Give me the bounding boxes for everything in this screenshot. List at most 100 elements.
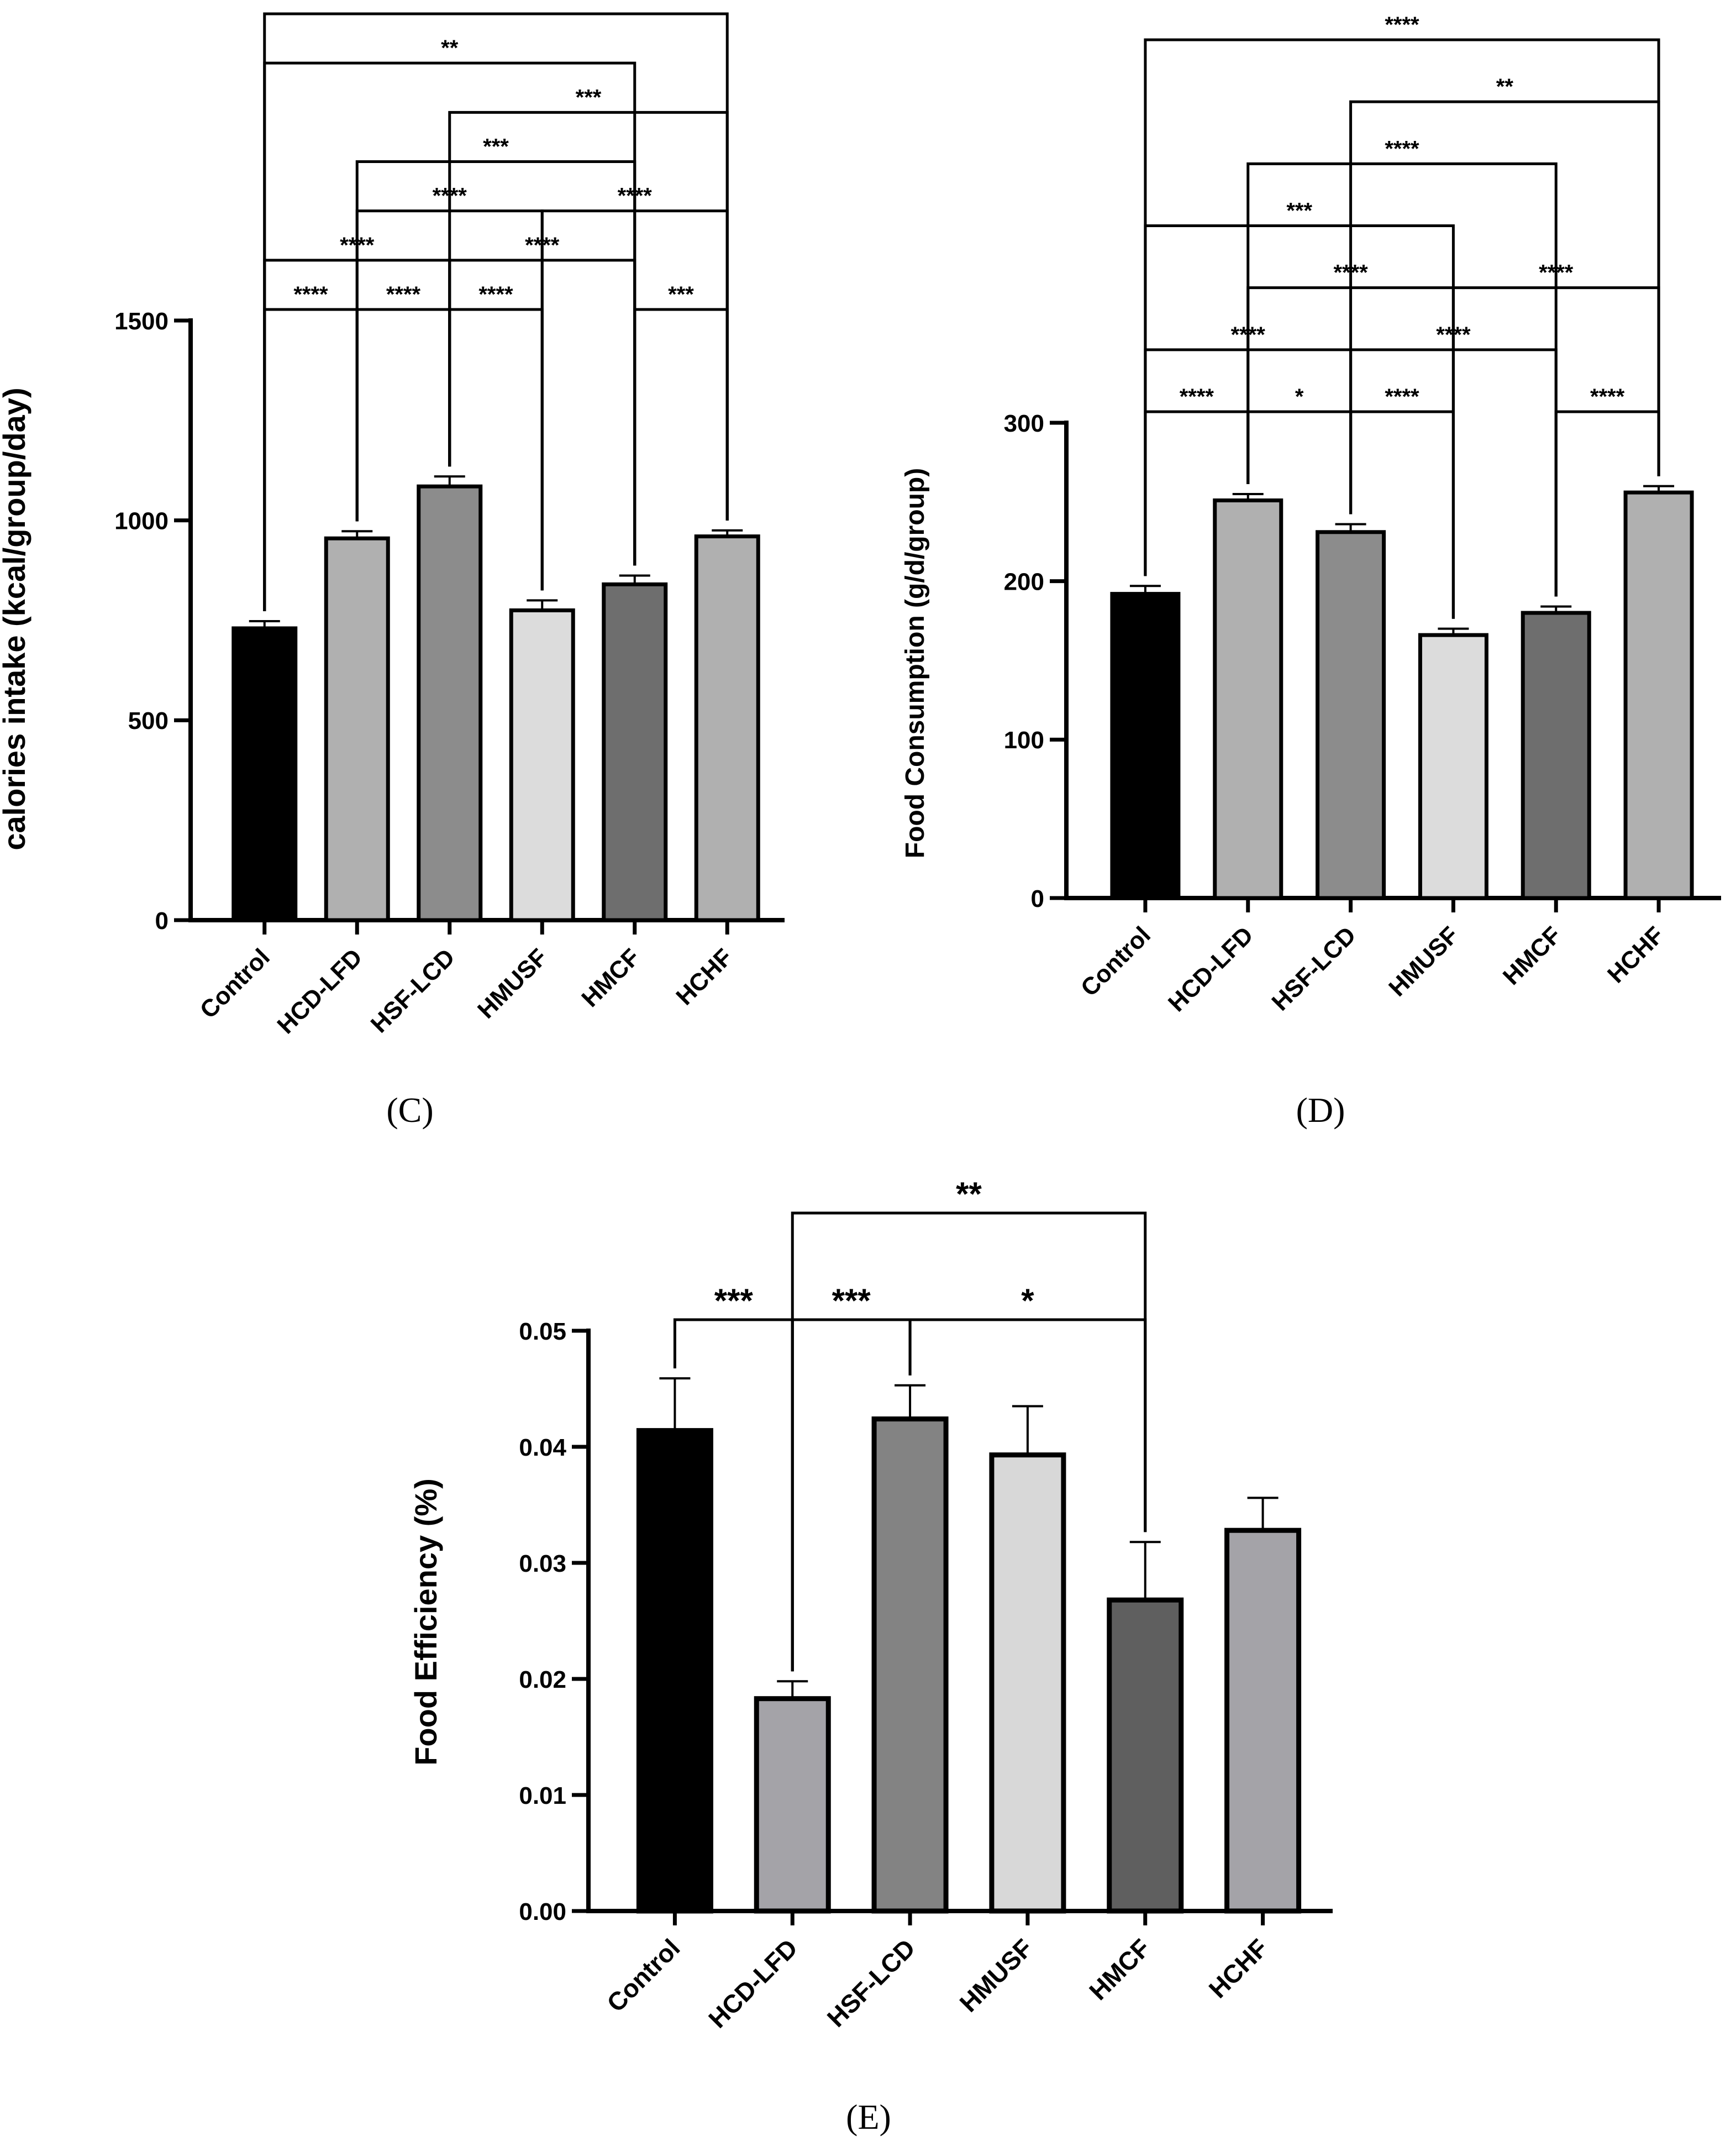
panel-c-significance-stars: **** xyxy=(618,184,653,208)
panel-d-significance-stars: **** xyxy=(1231,323,1266,347)
panel-d-significance-bracket xyxy=(1246,162,1558,597)
panel-e-category-label: Control xyxy=(601,1933,685,2017)
panel-c-category-label: Control xyxy=(195,943,275,1023)
panel-c-caption: (C) xyxy=(386,1090,433,1130)
panel-e-y-tick-label: 0.01 xyxy=(519,1782,566,1809)
panel-e-category-label: HSF-LCD xyxy=(822,1933,921,2033)
panel-e-y-tick-label: 0.05 xyxy=(519,1318,566,1345)
panel-d-category-label: Control xyxy=(1076,921,1156,1001)
panel-c-chart: 0 500 1000 1500 calories intake (kcal/group/… xyxy=(0,0,785,1039)
panel-d-y-tick-label: 100 xyxy=(1004,727,1044,754)
panel-e-bar xyxy=(871,1416,949,1914)
panel-c-category-label: HMCF xyxy=(576,943,645,1012)
panel-e-y-tick-label: 0.03 xyxy=(519,1550,566,1577)
panel-d-bar xyxy=(1110,592,1181,900)
panel-c-y-axis-title: calories intake (kcal/group/day) xyxy=(0,387,31,850)
panel-c-y-tick-label: 0 xyxy=(155,907,169,935)
panel-c-significance-stars: **** xyxy=(478,0,513,11)
panel-d-significance-stars: **** xyxy=(1539,261,1574,285)
panel-d-significance-bracket xyxy=(1349,410,1455,619)
panel-d-significance-stars: * xyxy=(1295,385,1304,409)
panel-e-significance-bracket xyxy=(908,1318,1147,1532)
panel-e-category-label: HMCF xyxy=(1083,1933,1156,2006)
panel-d-y-tick-label: 0 xyxy=(1031,885,1044,912)
panel-d-significance-stars: **** xyxy=(1333,261,1368,285)
panel-e-bar xyxy=(1107,1597,1184,1914)
panel-c-category-label: HSF-LCD xyxy=(366,943,460,1038)
panel-e-significance-stars: *** xyxy=(832,1282,871,1319)
panel-d-significance-stars: **** xyxy=(1385,385,1419,409)
panel-d-bar xyxy=(1521,611,1591,900)
panel-d-caption: (D) xyxy=(1296,1090,1345,1130)
panel-c-significance-stars: **** xyxy=(478,282,513,307)
panel-e-category-label: HMUSF xyxy=(954,1933,1038,2017)
panel-d-y-axis-title: Food Consumption (g/d/group) xyxy=(901,468,930,858)
panel-c-significance-stars: **** xyxy=(433,184,467,208)
panel-e-y-tick-label: 0.00 xyxy=(519,1898,566,1925)
panel-c-bar xyxy=(694,534,760,922)
panel-d-bar xyxy=(1418,633,1488,900)
panel-d-significance-bracket xyxy=(1554,410,1660,597)
panel-d-y-tick-label: 200 xyxy=(1004,569,1044,596)
panel-c-y-tick-label: 1500 xyxy=(114,308,169,335)
panel-c-bar xyxy=(232,626,298,922)
panel-c-significance-bracket xyxy=(355,160,636,566)
panel-c-significance-bracket xyxy=(633,308,729,566)
panel-e-caption: (E) xyxy=(846,2097,891,2136)
panel-d-category-label: HCHF xyxy=(1602,921,1669,988)
panel-c-significance-bracket xyxy=(448,111,729,521)
panel-d-bar xyxy=(1316,530,1386,900)
panel-e-category-label: HCD-LFD xyxy=(703,1933,803,2033)
panel-d-significance-stars: *** xyxy=(1286,199,1312,223)
panel-c-significance-stars: **** xyxy=(293,282,328,307)
panel-d-significance-stars: **** xyxy=(1385,13,1419,37)
panel-d-bar xyxy=(1213,498,1283,900)
panel-e-y-tick-label: 0.04 xyxy=(519,1434,566,1461)
panel-e-significance-stars: *** xyxy=(714,1282,754,1319)
panel-d-y-tick-label: 300 xyxy=(1004,410,1044,437)
panel-c-significance-stars: **** xyxy=(525,233,560,258)
panel-c-significance-stars: *** xyxy=(576,85,602,109)
panel-e-significance-stars: * xyxy=(1021,1282,1034,1319)
panel-d-significance-bracket xyxy=(1144,224,1455,619)
panel-c-bar xyxy=(417,484,483,922)
panel-d-significance-bracket xyxy=(1144,38,1660,576)
panel-c-bar xyxy=(324,536,390,922)
panel-c-category-label: HCD-LFD xyxy=(272,943,367,1039)
panel-c-category-label: HCHF xyxy=(671,943,738,1010)
panel-c-significance-stars: *** xyxy=(668,282,694,307)
panel-c-significance-stars: *** xyxy=(483,135,509,159)
panel-c-significance-stars: **** xyxy=(386,282,421,307)
panel-d-category-label: HCD-LFD xyxy=(1163,921,1259,1017)
panel-c-y-tick-label: 500 xyxy=(128,707,169,734)
panel-e-bar xyxy=(989,1452,1066,1914)
panel-c-bar xyxy=(602,582,668,922)
panel-e-chart: 0.00 0.01 0.02 0.03 0.04 0.05 Food Efficiency … xyxy=(408,1175,1333,2034)
panel-e-y-axis-title: Food Efficiency (%) xyxy=(408,1478,443,1766)
panel-c-significance-bracket xyxy=(263,12,729,611)
panel-c-y-tick-label: 1000 xyxy=(114,508,169,535)
panel-e-bar xyxy=(1224,1527,1302,1914)
panel-e-y-tick-label: 0.02 xyxy=(519,1666,566,1693)
panel-d-category-label: HMUSF xyxy=(1383,921,1464,1001)
panel-d-category-label: HMCF xyxy=(1498,921,1567,990)
panel-c-significance-stars: ** xyxy=(441,36,459,60)
panel-d-category-label: HSF-LCD xyxy=(1266,921,1361,1016)
panel-e-bar xyxy=(636,1428,713,1914)
panel-c-category-label: HMUSF xyxy=(472,943,553,1023)
panel-d-significance-stars: **** xyxy=(1590,385,1625,409)
panel-d-significance-stars: **** xyxy=(1385,137,1419,161)
panel-c-significance-bracket xyxy=(448,308,544,591)
panel-c-significance-stars: **** xyxy=(340,233,375,258)
panel-d-significance-stars: ** xyxy=(1496,75,1514,99)
panel-d-significance-stars: **** xyxy=(1180,385,1214,409)
panel-d-chart: 0 100 200 300 Food Consumption (g/d/group) Co… xyxy=(901,13,1721,1017)
panel-d-bar xyxy=(1623,490,1694,900)
panel-c-bar xyxy=(509,608,575,922)
panel-e-category-label: HCHF xyxy=(1203,1933,1274,2003)
panel-e-significance-stars: ** xyxy=(956,1175,982,1212)
panel-e-bar xyxy=(754,1696,831,1914)
panel-d-significance-stars: **** xyxy=(1436,323,1471,347)
